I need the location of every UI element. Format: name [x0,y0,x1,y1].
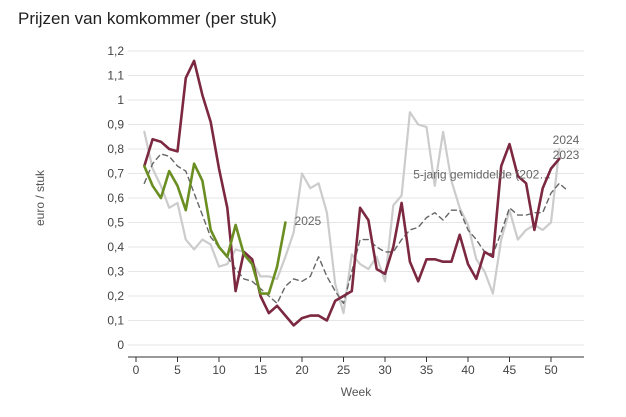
x-axis-label: Week [341,385,372,399]
y-tick-label: 0,7 [107,167,124,181]
x-tick-label: 5 [174,363,181,377]
y-tick-label: 0,2 [107,289,124,303]
y-tick-label: 1 [117,93,124,107]
y-tick-label: 0,8 [107,142,124,156]
y-tick-label: 0,3 [107,265,124,279]
y-tick-label: 0,9 [107,118,124,132]
series-label: 5-jarig gemiddelde (202… [413,167,551,181]
series-line-2025 [143,162,287,295]
y-tick-label: 0 [117,338,124,352]
x-tick-label: 0 [133,363,140,377]
y-axis-label: euro / stuk [33,169,47,226]
x-tick-label: 50 [544,363,558,377]
y-tick-label: 0,4 [107,240,124,254]
x-tick-label: 45 [503,363,517,377]
series-line-2024 [143,111,561,315]
y-tick-label: 0,6 [107,191,124,205]
series-label: 2023 [553,148,580,162]
y-tick-label: 1,1 [107,69,124,83]
y-tick-label: 0,1 [107,314,124,328]
x-tick-label: 10 [212,363,226,377]
y-tick-label: 0,5 [107,216,124,230]
x-tick-label: 15 [254,363,268,377]
x-tick-label: 20 [295,363,309,377]
x-tick-label: 30 [378,363,392,377]
x-tick-label: 35 [420,363,434,377]
series-label: 2025 [295,214,322,228]
chart-title: Prijzen van komkommer (per stuk) [18,9,277,28]
y-tick-label: 1,2 [107,44,124,58]
series-label: 2024 [553,133,580,147]
x-tick-label: 40 [461,363,475,377]
x-tick-label: 25 [337,363,351,377]
series-line-2023 [143,59,561,327]
